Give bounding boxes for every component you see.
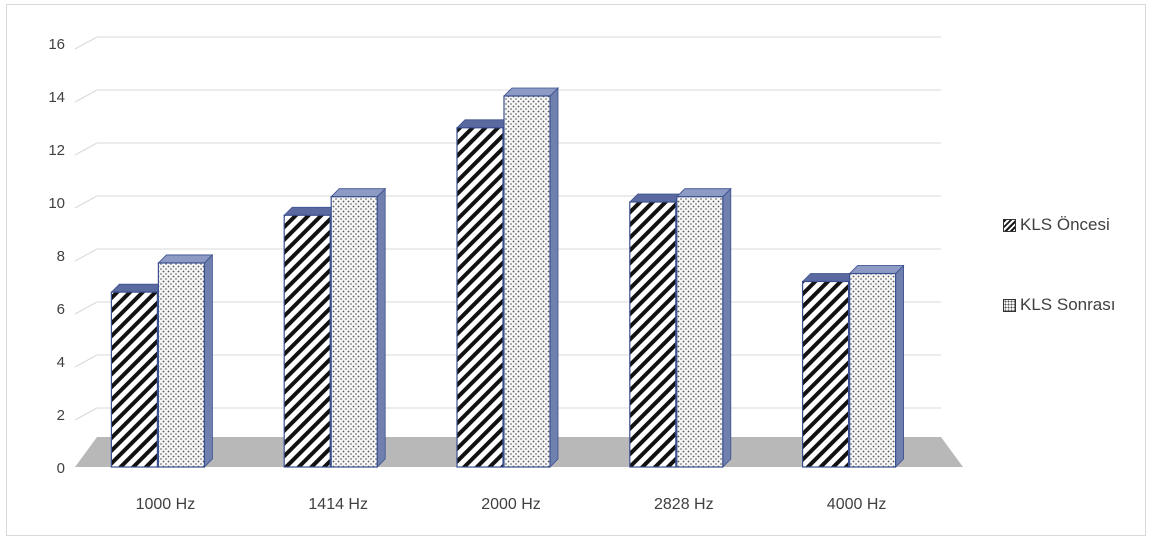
- bar-after-group: [503, 87, 559, 468]
- legend-item-before: KLS Öncesi: [1003, 211, 1153, 239]
- bars: [110, 87, 905, 468]
- bar-before: [456, 127, 504, 468]
- bar-before-top: [110, 283, 167, 293]
- grid-line-side: [74, 407, 98, 421]
- y-tick-label: 4: [57, 354, 65, 371]
- y-tick-label: 16: [48, 36, 65, 53]
- bar-after-group: [675, 187, 732, 468]
- bar-before: [629, 201, 677, 468]
- legend-item-after: KLS Sonrası: [1003, 291, 1153, 319]
- bar-after-group: [848, 264, 905, 468]
- x-category-label: 2000 Hz: [481, 496, 541, 513]
- x-category-label: 1414 Hz: [308, 496, 368, 513]
- grid-line-side: [74, 301, 98, 315]
- x-axis-categories: 1000 Hz 1414 Hz 2000 Hz 2828 Hz 4000 Hz: [136, 496, 887, 513]
- y-tick-label: 10: [48, 195, 65, 212]
- bar-after-top: [848, 265, 905, 274]
- bar-before: [110, 291, 159, 468]
- y-axis-ticks: 0 2 4 6 8 10 12 14 16: [48, 36, 65, 477]
- bar-before: [801, 280, 850, 468]
- legend-label-before: KLS Öncesi: [1020, 215, 1110, 234]
- bar-after: [503, 95, 551, 468]
- bar-after-group: [330, 187, 387, 468]
- bar-after: [676, 196, 724, 468]
- y-tick-label: 14: [48, 89, 65, 106]
- y-tick-label: 8: [57, 248, 65, 265]
- bar-after-side: [203, 253, 213, 468]
- bar-before-top: [283, 206, 340, 216]
- bar-before-group: [283, 206, 340, 468]
- grid-line-side: [74, 248, 98, 262]
- grid-line-side: [74, 89, 98, 103]
- bar-before-group: [456, 118, 512, 468]
- bar-after-top: [330, 188, 387, 198]
- bar-before-top: [801, 273, 858, 282]
- bar-after-side: [376, 187, 386, 468]
- x-category-label: 1000 Hz: [136, 496, 196, 513]
- bar-before-top: [456, 119, 512, 129]
- legend-label-after: KLS Sonrası: [1020, 295, 1116, 314]
- bar-after-side: [549, 87, 559, 468]
- bar-chart: 0 2 4 6 8 10 12 14 16 1000 Hz 1414 Hz 2000 Hz 2828 …: [48, 36, 963, 513]
- bar-after-top: [157, 254, 214, 264]
- y-tick-label: 0: [57, 460, 65, 477]
- bar-before-group: [628, 193, 685, 468]
- bar-after-side: [722, 187, 732, 468]
- bar-after-group: [157, 253, 214, 468]
- x-category-label: 2828 Hz: [654, 496, 714, 513]
- grid-line-side: [74, 142, 98, 156]
- grid-line-side: [74, 195, 98, 209]
- y-tick-label: 6: [57, 301, 65, 318]
- bar-after: [330, 196, 378, 468]
- bar-before: [283, 214, 331, 468]
- bar-before-group: [110, 283, 167, 468]
- chart-frame: 0 2 4 6 8 10 12 14 16 1000 Hz 1414 Hz 2000 Hz 2828 …: [6, 4, 1146, 536]
- bar-after: [848, 272, 897, 468]
- legend-swatch-before: [1003, 218, 1016, 232]
- bar-after-top: [675, 188, 732, 198]
- bar-after: [157, 262, 205, 468]
- legend-swatch-after: [1003, 298, 1016, 312]
- grid-line-side: [74, 36, 98, 50]
- y-tick-label: 2: [57, 407, 65, 424]
- y-tick-label: 12: [48, 142, 65, 159]
- x-category-label: 4000 Hz: [827, 496, 887, 513]
- legend: KLS Öncesi KLS Sonrası: [1003, 211, 1153, 371]
- bar-before-top: [628, 193, 685, 203]
- bar-after-top: [503, 87, 559, 97]
- bar-after-side: [895, 264, 904, 468]
- bar-before-group: [801, 272, 858, 468]
- grid-line-side: [74, 354, 98, 368]
